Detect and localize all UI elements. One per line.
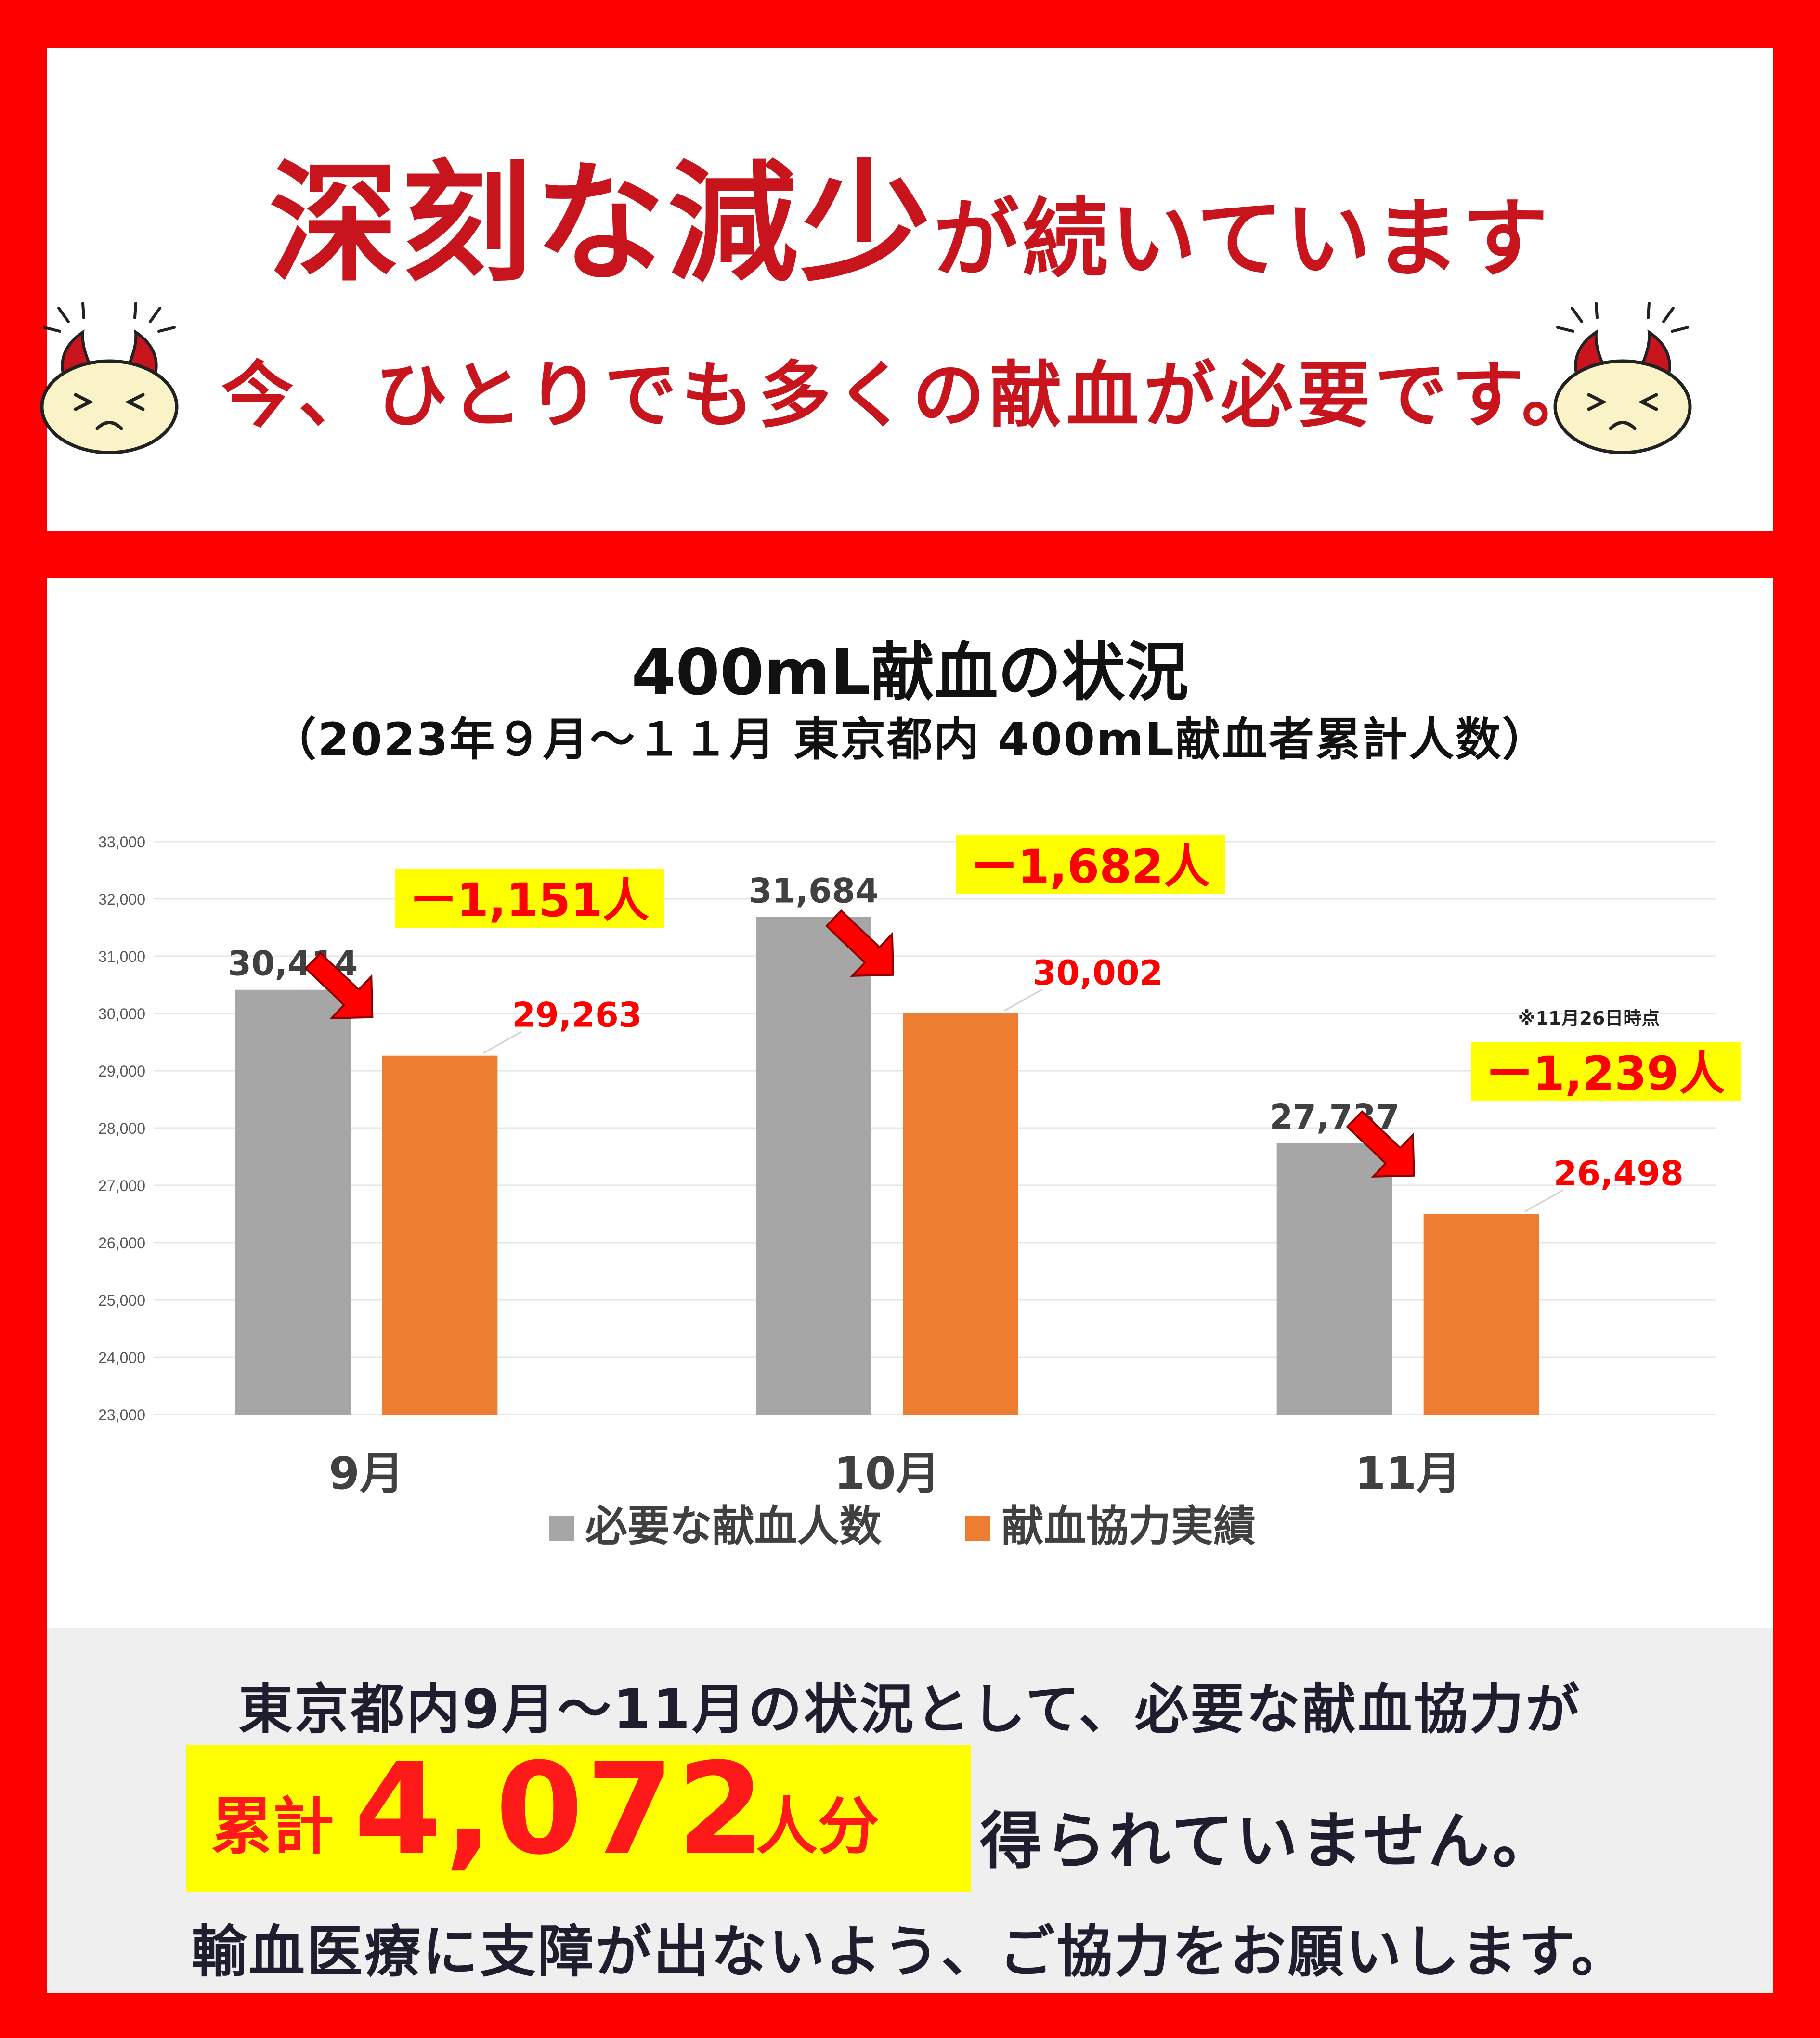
legend-swatch-required: [549, 1516, 574, 1541]
arrow-shape: [304, 951, 374, 1019]
actual-bar: [1423, 1214, 1539, 1415]
total-suffix: 得られていません。: [980, 1805, 1557, 1877]
worried-face-icon: [40, 302, 179, 454]
difference-label: ー1,151人: [410, 873, 649, 927]
summary-intro: 東京都内9月～11月の状況として、必要な献血協力が: [238, 1678, 1582, 1741]
difference-highlight: [395, 869, 664, 928]
data-note: ※11月26日時点: [1518, 1008, 1660, 1029]
y-tick-label: 30,000: [98, 1005, 145, 1023]
worried-face-icon: [1553, 302, 1692, 454]
sub-headline: 今、ひとりでも多くの献血が必要です。: [221, 354, 1599, 438]
y-tick-label: 27,000: [98, 1177, 145, 1194]
total-shortfall-value: 4,072: [354, 1736, 767, 1882]
down-arrow-icon: [304, 951, 374, 1019]
required-bar: [235, 989, 351, 1415]
y-tick-label: 25,000: [98, 1292, 145, 1309]
y-tick-label: 32,000: [98, 891, 145, 908]
headline-emphasis: 深刻な減少: [269, 148, 934, 299]
legend-label-required: 必要な献血人数: [585, 1501, 882, 1551]
label-leader-line: [1524, 1189, 1564, 1213]
legend-label-actual: 献血協力実績: [1001, 1501, 1256, 1551]
down-arrow-icon: [1346, 1110, 1415, 1178]
difference-highlight: [956, 835, 1225, 894]
x-category-label: 10月: [834, 1448, 940, 1499]
actual-value-label: 26,498: [1554, 1154, 1684, 1194]
main-headline: 深刻な減少が続いています: [0, 118, 1820, 306]
label-leader-line: [482, 1031, 522, 1054]
difference-highlight: [1471, 1042, 1741, 1101]
x-category-label: 11月: [1355, 1448, 1461, 1499]
required-bar: [1276, 1143, 1392, 1415]
y-tick-label: 28,000: [98, 1120, 145, 1137]
chart-subtitle: （2023年９月～１１月 東京都内 400mL献血者累計人数）: [271, 714, 1549, 766]
label-leader-line: [1003, 988, 1043, 1012]
difference-label: ー1,239人: [1486, 1047, 1725, 1101]
down-arrow-icon: [825, 909, 895, 977]
y-tick-label: 29,000: [98, 1063, 145, 1080]
y-tick-label: 23,000: [98, 1406, 145, 1424]
required-value-label: 31,684: [749, 871, 879, 911]
legend-swatch-actual: [965, 1516, 990, 1541]
y-tick-label: 24,000: [98, 1349, 145, 1366]
total-unit: 人分: [756, 1791, 880, 1863]
headline-panel: [47, 48, 1773, 531]
actual-value-label: 29,263: [512, 996, 642, 1035]
chart-title: 400mL献血の状況: [631, 636, 1189, 710]
y-tick-label: 33,000: [98, 833, 145, 851]
actual-bar: [382, 1055, 498, 1415]
closing-request: 輸血医療に支障が出ないよう、ご協力をお願いします。: [191, 1920, 1629, 1985]
bar-chart: 23,000 24,000 25,000 26,000 27,000 28,000 29,0…: [98, 833, 1741, 1551]
y-tick-label: 26,000: [98, 1234, 145, 1252]
total-highlight: [186, 1745, 971, 1892]
total-prefix: 累計: [211, 1791, 335, 1863]
required-bar: [756, 917, 871, 1415]
actual-bar: [903, 1013, 1018, 1415]
difference-label: ー1,682人: [971, 840, 1210, 894]
y-tick-label: 31,000: [98, 948, 145, 965]
headline-continuation: が続いています: [933, 189, 1551, 289]
x-category-label: 9月: [329, 1448, 404, 1499]
actual-value-label: 30,002: [1033, 953, 1163, 993]
arrow-shape: [1346, 1110, 1415, 1178]
arrow-shape: [825, 909, 895, 977]
